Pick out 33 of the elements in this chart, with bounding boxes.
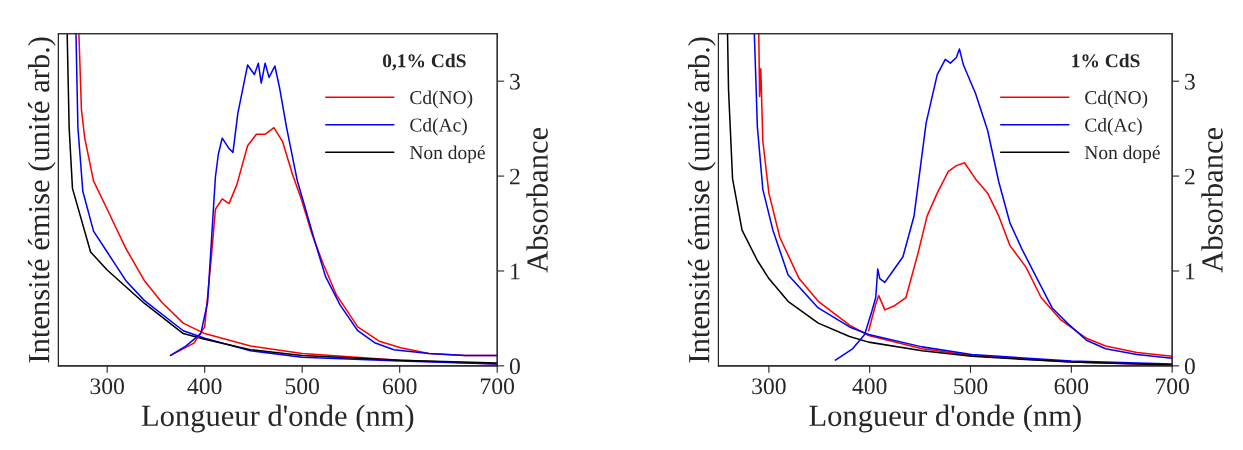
- y2-axis-title: Absorbance: [1201, 127, 1223, 273]
- x-tick-label: 300: [90, 378, 124, 395]
- x-tick-label: 500: [954, 378, 988, 395]
- x-tick-label: 300: [752, 378, 786, 395]
- legend-label: Cd(Ac): [410, 117, 467, 136]
- y2-tick-label: 1: [1186, 263, 1195, 280]
- y2-tick-label: 3: [510, 73, 520, 90]
- x-tick-label: 500: [285, 378, 319, 395]
- y-axis-title: Intensité émise (unité arb.): [687, 37, 716, 363]
- legend-label: Non dopé: [409, 145, 485, 164]
- x-tick-label: 700: [1156, 378, 1189, 395]
- legend-label: Cd(NO): [410, 90, 473, 109]
- x-axis-title: Longueur d'onde (nm): [809, 404, 1081, 433]
- x-axis-title: Longueur d'onde (nm): [141, 404, 414, 433]
- legend-label: Cd(NO): [1085, 90, 1148, 109]
- x-tick-label: 600: [383, 378, 417, 395]
- text: 1% CdS: [1072, 53, 1140, 68]
- y2-tick-label: 2: [510, 168, 520, 185]
- y-axis-title: Intensité émise (unité arb.): [27, 37, 56, 363]
- legend-label: Cd(Ac): [1085, 117, 1142, 136]
- text: 0,1% CdS: [382, 53, 466, 71]
- y2-tick-label: 0: [509, 358, 520, 375]
- y2-tick-label: 3: [1185, 73, 1195, 90]
- x-tick-label: 400: [187, 378, 222, 395]
- legend-label: Non dopé: [1084, 145, 1160, 164]
- line-series: [867, 162, 1173, 358]
- y2-axis-title: Absorbance: [526, 127, 548, 273]
- x-tick-label: 600: [1054, 378, 1089, 395]
- x-tick-label: 400: [852, 378, 887, 395]
- y2-tick-label: 0: [1184, 358, 1195, 375]
- y2-tick-label: 2: [1184, 168, 1195, 185]
- y2-tick-label: 1: [511, 263, 520, 280]
- x-tick-label: 700: [481, 378, 515, 395]
